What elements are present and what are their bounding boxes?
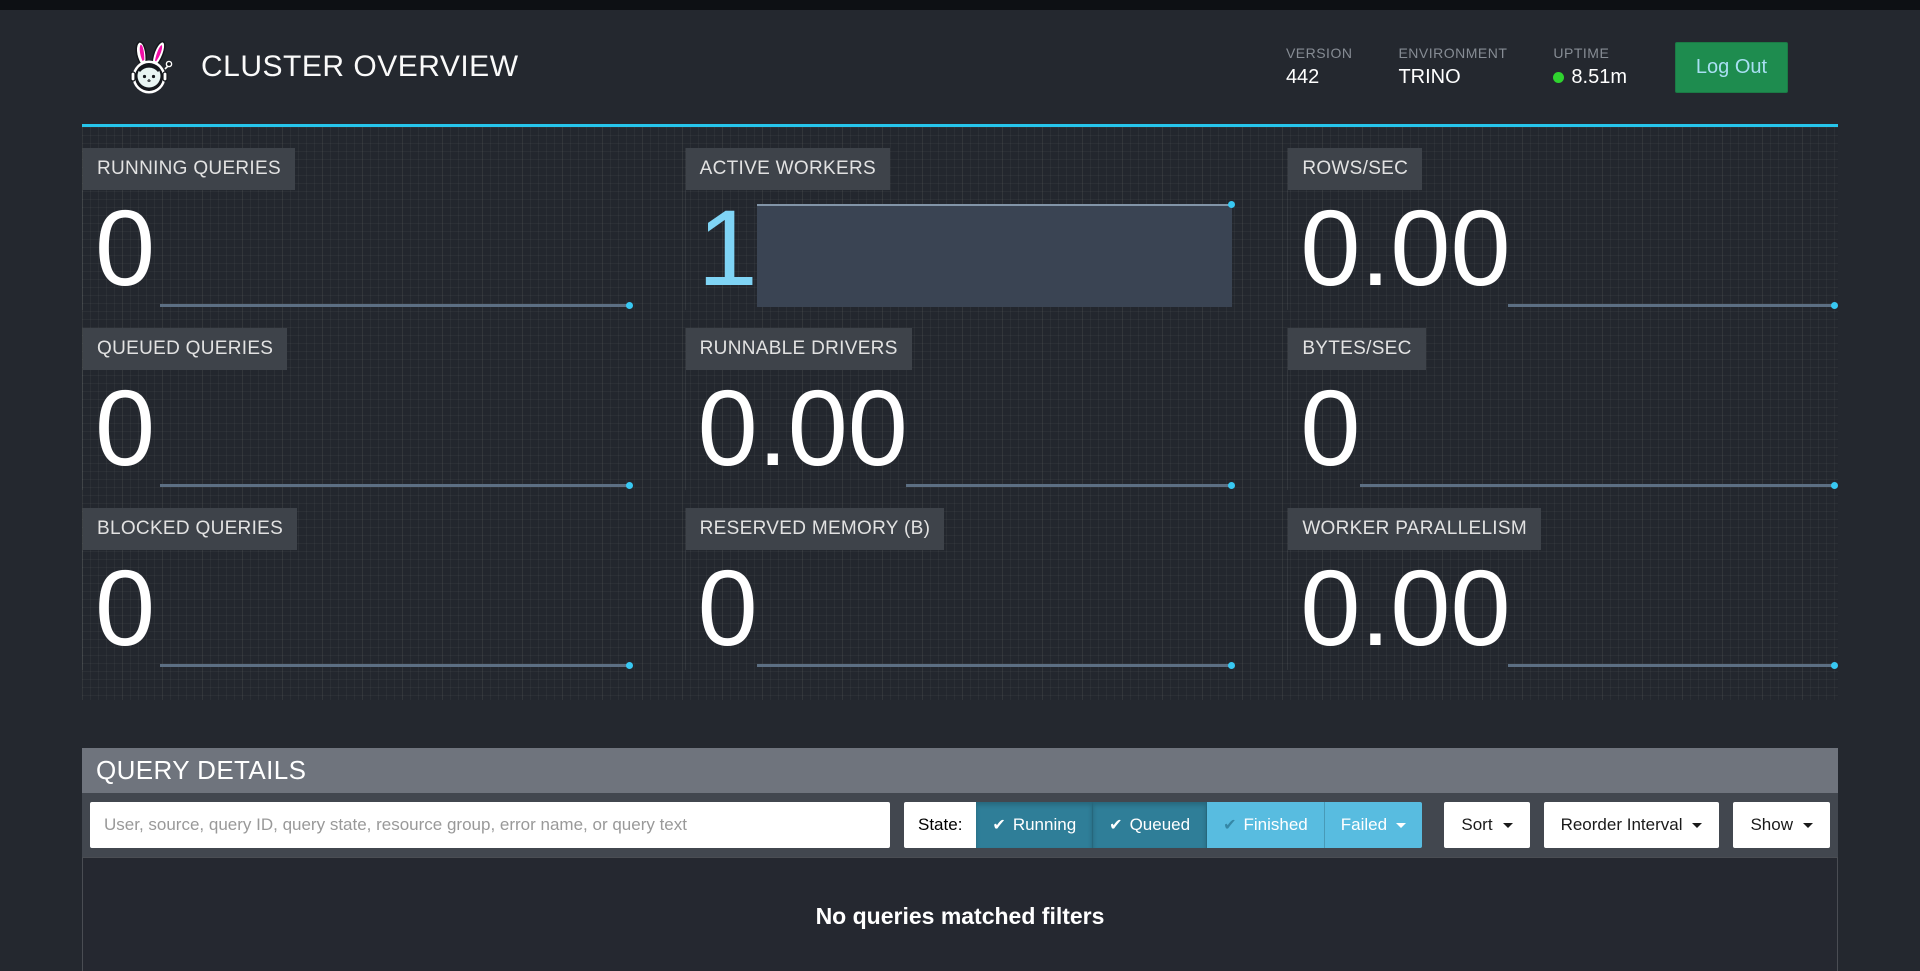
stat-card-value: 0 [95,187,156,308]
stat-card-reserved-memory: RESERVED MEMORY (B) 0 [684,508,1236,670]
stat-card-value: 0 [697,547,758,668]
state-filter-finished[interactable]: Finished [1207,802,1325,848]
caret-down-icon [1692,822,1703,828]
uptime-text: 8.51m [1571,66,1627,88]
sparkline-chart [159,662,633,669]
stat-card-value: 0.00 [697,367,908,488]
uptime-label: UPTIME [1553,45,1610,61]
sort-dropdown-button[interactable]: Sort [1444,802,1530,848]
sparkline-chart [905,482,1236,489]
sparkline-endpoint-dot [1831,662,1838,669]
stat-card-bytes-sec: BYTES/SEC 0 [1287,328,1838,490]
state-filter-queued[interactable]: Queued [1093,802,1208,848]
button-text: Show [1750,815,1793,834]
sparkline-chart [1359,482,1838,489]
stat-card-label: WORKER PARALLELISM [1288,508,1541,550]
query-details-section: QUERY DETAILS State: Running Queued Fini… [82,748,1838,971]
state-filter-failed-dropdown[interactable]: Failed [1324,802,1423,848]
sparkline-endpoint-dot [625,302,633,309]
sparkline-chart [159,302,633,309]
state-filter-text: Finished [1243,815,1308,834]
stat-card-value: 0.00 [1300,187,1511,308]
stat-card-label: BLOCKED QUERIES [83,508,298,550]
query-list-empty-area: No queries matched filters [82,857,1838,971]
show-dropdown-button[interactable]: Show [1733,802,1830,848]
stat-card-runnable-drivers: RUNNABLE DRIVERS 0.00 [684,328,1236,490]
stat-card-label: RUNNABLE DRIVERS [685,328,912,370]
version-value: 442 [1285,66,1320,88]
stat-card-rows-sec: ROWS/SEC 0.00 [1287,148,1838,310]
stat-card-label: RESERVED MEMORY (B) [685,508,945,550]
query-search-input[interactable] [90,802,890,848]
stat-card-value: 0 [95,367,156,488]
state-filter-label: State: [904,802,977,848]
sparkline-chart [1508,302,1838,309]
sparkline-chart [159,482,633,489]
sparkline-chart [757,201,1236,307]
environment-meta: ENVIRONMENT TRINO [1398,45,1507,89]
reorder-interval-dropdown-button[interactable]: Reorder Interval [1543,802,1720,848]
stat-card-worker-parallelism: WORKER PARALLELISM 0.00 [1287,508,1838,670]
active-workers-link[interactable]: 1 [697,187,758,308]
stat-card-label: RUNNING QUERIES [83,148,295,190]
stat-card-label: ACTIVE WORKERS [685,148,890,190]
caret-down-icon [1396,822,1407,828]
stat-card-blocked-queries: BLOCKED QUERIES 0 [82,508,633,670]
page-title: CLUSTER OVERVIEW [201,50,519,83]
uptime-status-dot-icon [1553,72,1565,83]
sparkline-endpoint-dot [625,662,633,669]
query-details-toolbar: State: Running Queued Finished Failed So… [82,793,1838,857]
sparkline-chart [1508,662,1838,669]
version-label: VERSION [1285,45,1353,61]
environment-label: ENVIRONMENT [1398,45,1508,61]
cluster-stats-grid: RUNNING QUERIES 0 ACTIVE WORKERS 1 ROWS/… [82,127,1838,700]
stat-card-active-workers: ACTIVE WORKERS 1 [684,148,1236,310]
environment-value: TRINO [1398,66,1461,88]
check-icon [1223,815,1236,835]
button-text: Reorder Interval [1560,815,1683,834]
uptime-value: 8.51m [1553,66,1627,89]
trino-bunny-logo-icon [130,40,173,94]
sparkline-endpoint-dot [1228,201,1236,208]
check-icon [1109,815,1122,835]
header-divider [82,124,1838,127]
state-filter-text: Failed [1340,815,1388,834]
query-details-title: QUERY DETAILS [82,748,1838,793]
stat-card-value: 0 [95,547,156,668]
uptime-meta: UPTIME 8.51m [1553,45,1627,89]
sparkline-chart [757,662,1236,669]
stat-card-label: BYTES/SEC [1288,328,1426,370]
stat-card-running-queries: RUNNING QUERIES 0 [82,148,633,310]
state-filter-text: Running [1012,815,1077,834]
sparkline-endpoint-dot [1228,482,1236,489]
stat-card-value: 0.00 [1300,547,1511,668]
stat-card-value: 0 [1300,367,1361,488]
header-meta-group: VERSION 442 ENVIRONMENT TRINO UPTIME 8.5… [1286,41,1788,93]
caret-down-icon [1803,822,1813,828]
header: CLUSTER OVERVIEW VERSION 442 ENVIRONMENT… [82,10,1838,124]
check-icon [992,815,1005,835]
state-filter-text: Queued [1129,815,1191,834]
state-filter-running[interactable]: Running [976,802,1094,848]
button-text: Sort [1461,815,1493,834]
stat-card-label: QUEUED QUERIES [83,328,288,370]
sparkline-endpoint-dot [1831,302,1838,309]
stat-card-queued-queries: QUEUED QUERIES 0 [82,328,633,490]
logout-button[interactable]: Log Out [1675,41,1788,93]
sparkline-endpoint-dot [1831,482,1838,489]
sparkline-endpoint-dot [625,482,633,489]
empty-state-message: No queries matched filters [815,902,1105,929]
sparkline-endpoint-dot [1228,662,1236,669]
window-top-strip [0,0,1920,10]
version-meta: VERSION 442 [1286,45,1353,89]
state-filter-group: State: Running Queued Finished Failed [904,802,1423,848]
stat-card-label: ROWS/SEC [1288,148,1423,190]
caret-down-icon [1502,822,1513,828]
